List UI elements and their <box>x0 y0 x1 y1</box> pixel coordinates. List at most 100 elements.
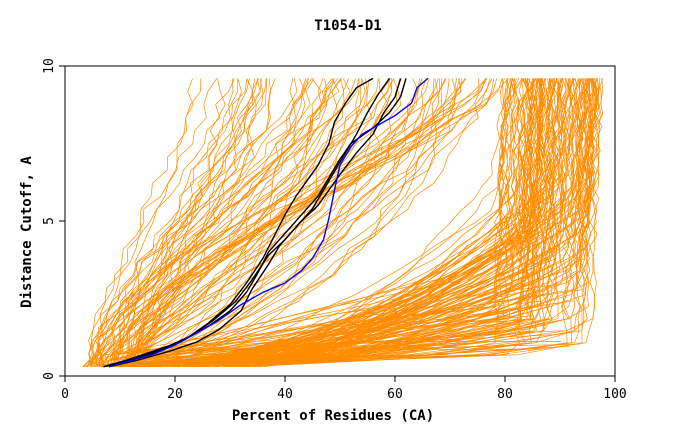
orange-model-curve <box>109 78 259 367</box>
orange-model-curve <box>130 78 508 368</box>
orange-model-curve <box>121 78 509 367</box>
orange-model-curve <box>241 78 587 368</box>
orange-model-curve <box>159 78 532 368</box>
orange-model-curve <box>197 78 530 368</box>
y-axis-title: Distance Cutoff, A <box>19 156 35 308</box>
orange-model-curve <box>246 78 535 368</box>
orange-model-curve <box>82 78 309 367</box>
orange-model-curve <box>87 78 395 367</box>
orange-model-curve <box>171 279 423 363</box>
y-tick-label: 5 <box>42 217 57 225</box>
orange-model-curve <box>95 78 194 367</box>
orange-model-curve <box>187 78 563 368</box>
orange-model-curve <box>140 78 254 367</box>
orange-model-curve <box>94 78 350 367</box>
orange-model-curve <box>245 78 602 368</box>
orange-model-curve <box>239 78 529 368</box>
orange-model-curve <box>105 78 588 368</box>
orange-model-curve <box>111 78 360 368</box>
orange-model-curve <box>124 78 488 367</box>
orange-model-curve <box>162 300 575 365</box>
orange-model-curve <box>127 78 462 367</box>
orange-model-curve <box>182 78 584 368</box>
orange-model-curve <box>143 78 546 368</box>
orange-model-curve <box>87 78 486 367</box>
x-tick-label: 20 <box>167 387 183 402</box>
x-axis: 0 20 40 60 80 100 <box>61 376 627 402</box>
orange-model-curve <box>198 78 558 368</box>
orange-model-curve <box>85 78 267 367</box>
orange-model-curve <box>105 78 591 368</box>
orange-model-curve <box>201 349 509 364</box>
orange-model-curve <box>118 78 491 368</box>
orange-model-curve <box>131 78 576 368</box>
orange-model-curve <box>194 78 550 368</box>
orange-lines-group <box>82 78 604 368</box>
orange-model-curve <box>128 78 589 368</box>
orange-model-curve <box>126 290 435 364</box>
x-axis-title: Percent of Residues (CA) <box>232 408 434 424</box>
orange-model-curve <box>135 78 335 367</box>
orange-model-curve <box>84 78 420 368</box>
orange-model-curve <box>142 343 580 367</box>
x-tick-label: 40 <box>277 387 293 402</box>
orange-model-curve <box>131 289 583 359</box>
x-tick-label: 0 <box>61 387 69 402</box>
orange-model-curve <box>129 78 328 367</box>
orange-model-curve <box>102 330 563 356</box>
orange-model-curve <box>92 78 435 368</box>
orange-model-curve <box>136 78 340 367</box>
y-tick-label: 10 <box>42 58 57 74</box>
orange-model-curve <box>224 78 589 368</box>
orange-model-curve <box>90 78 218 367</box>
orange-model-curve <box>154 78 540 368</box>
orange-model-curve <box>168 311 447 352</box>
orange-model-curve <box>130 78 402 368</box>
orange-model-curve <box>106 78 598 368</box>
orange-model-curve <box>131 78 242 367</box>
orange-model-curve <box>100 78 450 367</box>
orange-model-curve <box>263 78 508 368</box>
orange-model-curve <box>107 78 515 368</box>
orange-model-curve <box>139 78 557 368</box>
orange-model-curve <box>98 78 495 368</box>
orange-model-curve <box>145 281 456 353</box>
orange-model-curve <box>101 78 306 367</box>
orange-model-curve <box>172 78 554 368</box>
orange-model-curve <box>228 78 600 368</box>
orange-model-curve <box>229 78 535 368</box>
orange-model-curve <box>129 78 557 368</box>
orange-model-curve <box>240 78 541 368</box>
chart-title: T1054-D1 <box>314 18 381 34</box>
orange-model-curve <box>160 328 529 363</box>
orange-model-curve <box>202 78 593 368</box>
x-tick-label: 60 <box>387 387 403 402</box>
orange-model-curve <box>136 78 603 368</box>
orange-model-curve <box>152 78 578 368</box>
orange-model-curve <box>134 78 262 367</box>
orange-model-curve <box>109 315 514 360</box>
x-tick-label: 80 <box>497 387 513 402</box>
orange-model-curve <box>172 78 510 368</box>
orange-model-curve <box>98 78 235 367</box>
orange-model-curve <box>115 78 226 367</box>
orange-model-curve <box>189 306 490 354</box>
y-axis: 0 5 10 <box>42 58 65 380</box>
orange-model-curve <box>126 78 466 367</box>
orange-model-curve <box>87 78 493 367</box>
orange-model-curve <box>139 341 561 358</box>
orange-model-curve <box>126 78 458 368</box>
orange-model-curve <box>137 301 565 359</box>
orange-model-curve <box>110 341 489 361</box>
y-tick-label: 0 <box>42 372 57 380</box>
orange-model-curve <box>184 78 515 368</box>
orange-model-curve <box>134 78 363 367</box>
main-lines-group <box>103 77 429 368</box>
orange-model-curve <box>95 78 255 367</box>
orange-model-curve <box>138 78 441 368</box>
orange-model-curve <box>88 78 298 367</box>
orange-model-curve <box>253 78 598 368</box>
orange-model-curve <box>120 78 447 368</box>
